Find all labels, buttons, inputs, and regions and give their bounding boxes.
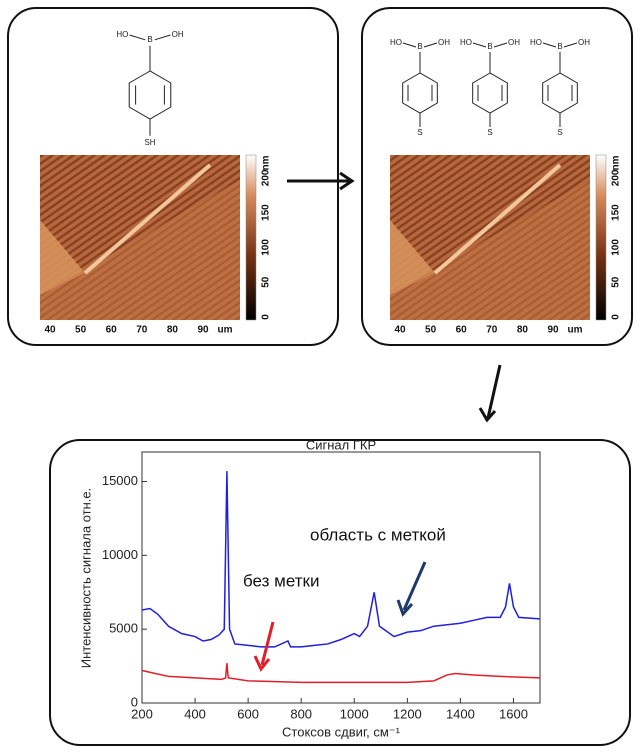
atom-label: S <box>487 128 492 137</box>
x-axis-label: Стоксов сдвиг, см⁻¹ <box>282 724 401 739</box>
afm-x-tick-label: 80 <box>167 325 179 336</box>
x-tick-label: 400 <box>184 706 206 721</box>
atom-label: HO <box>530 38 542 47</box>
atom-label: B <box>417 42 422 51</box>
x-tick-label: 800 <box>290 706 312 721</box>
afm-x-unit: um <box>218 325 233 336</box>
atom-label: HO <box>390 38 402 47</box>
atom-label: OH <box>578 38 590 47</box>
atom-label: HO <box>460 38 472 47</box>
afm-x-tick-label: 90 <box>197 325 209 336</box>
colorbar-tick-label: 200 <box>261 169 272 186</box>
atom-label: SH <box>144 138 155 147</box>
colorbar-tick-label: 150 <box>261 204 272 221</box>
afm-x-tick-label: 90 <box>547 325 559 336</box>
annotation: без метки <box>243 571 319 590</box>
colorbar-tick-label: 200 <box>611 169 622 186</box>
atom-label: OH <box>508 38 520 47</box>
afm-x-tick-label: 40 <box>394 325 406 336</box>
atom-label: B <box>147 35 152 44</box>
atom-label: OH <box>172 30 184 39</box>
colorbar-tick-label: 100 <box>611 239 622 256</box>
y-tick-label: 15000 <box>102 473 138 488</box>
chart-title: Сигнал ГКР <box>306 437 376 452</box>
colorbar-tick-label: 100 <box>261 239 272 256</box>
colorbar-tick-label: 50 <box>261 276 272 288</box>
afm-x-tick-label: 60 <box>456 325 468 336</box>
x-tick-label: 600 <box>237 706 259 721</box>
colorbar-unit: nm <box>611 155 622 170</box>
afm-x-tick-label: 70 <box>486 325 498 336</box>
annotation: область с меткой <box>310 525 446 544</box>
x-tick-label: 1600 <box>499 706 528 721</box>
atom-label: B <box>557 42 562 51</box>
x-tick-label: 1200 <box>393 706 422 721</box>
y-axis-label: Интенсивность сигнала отн.е. <box>78 488 93 669</box>
afm-x-tick-label: 50 <box>425 325 437 336</box>
plot-frame <box>142 452 540 703</box>
colorbar-tick-label: 0 <box>261 314 272 320</box>
colorbar <box>246 155 256 320</box>
afm-x-tick-label: 80 <box>517 325 529 336</box>
atom-label: S <box>557 128 562 137</box>
figure: HOBOHSH405060708090um050100150200nm HOBO… <box>0 0 640 753</box>
y-tick-label: 0 <box>131 694 138 709</box>
afm-x-tick-label: 50 <box>75 325 87 336</box>
colorbar-tick-label: 0 <box>611 314 622 320</box>
atom-label: OH <box>438 38 450 47</box>
x-tick-label: 1000 <box>340 706 369 721</box>
afm-x-unit: um <box>568 325 583 336</box>
y-tick-label: 5000 <box>109 621 138 636</box>
afm-x-tick-label: 70 <box>136 325 148 336</box>
atom-label: S <box>417 128 422 137</box>
afm-x-tick-label: 60 <box>106 325 118 336</box>
atom-label: B <box>487 42 492 51</box>
colorbar <box>596 155 606 320</box>
colorbar-tick-label: 50 <box>611 276 622 288</box>
colorbar-tick-label: 150 <box>611 204 622 221</box>
y-tick-label: 10000 <box>102 547 138 562</box>
colorbar-unit: nm <box>261 155 272 170</box>
afm-x-tick-label: 40 <box>44 325 56 336</box>
atom-label: HO <box>116 30 128 39</box>
x-tick-label: 1400 <box>446 706 475 721</box>
